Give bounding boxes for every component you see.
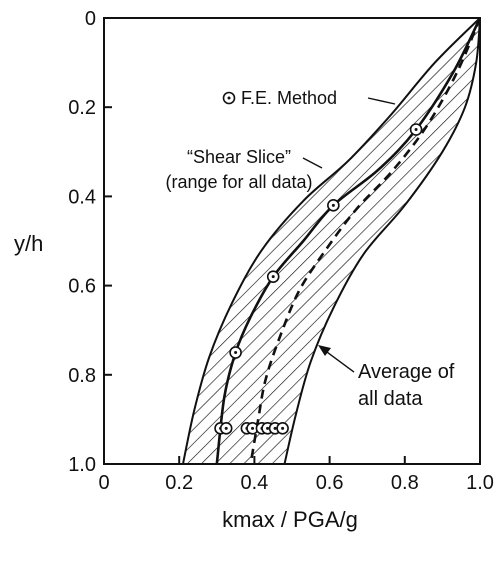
fe-method-leader — [367, 97, 396, 105]
shear-slice-annotation: “Shear Slice” (range for all data) — [165, 147, 323, 192]
x-tick-label: 1.0 — [466, 472, 494, 494]
fe-point-dot-11 — [273, 426, 277, 430]
average-leader-arrow — [318, 345, 331, 356]
fe-point-dot-4 — [234, 351, 238, 354]
series-layer: F.E. Method Average of all data — [215, 18, 480, 464]
x-tick-label: 0 — [98, 472, 109, 494]
x-tick-label: 0.4 — [240, 472, 268, 494]
shear-slice-sublabel: (range for all data) — [165, 172, 312, 192]
y-tick-label: 0.4 — [68, 186, 96, 208]
fe-point-dot-6 — [224, 426, 228, 430]
y-tick-label: 1.0 — [68, 454, 96, 476]
shear-slice-label: “Shear Slice” — [187, 147, 291, 167]
average-label: Average of — [358, 361, 455, 383]
fe-point-dot-3 — [271, 275, 275, 279]
x-tick-label: 0.8 — [391, 472, 419, 494]
fe-point-dot-12 — [281, 426, 285, 430]
y-tick-label: 0.6 — [68, 276, 96, 298]
fe-points-layer — [214, 123, 423, 435]
x-axis-title: kmax / PGA/g — [222, 507, 358, 532]
y-tick-label: 0.2 — [68, 97, 96, 119]
average-sublabel: all data — [358, 388, 423, 410]
y-ticks-layer: 0 0.2 0.4 0.6 0.8 1.0 — [68, 8, 112, 476]
shear-slice-left-boundary — [182, 18, 480, 464]
x-tick-label: 0.6 — [316, 472, 344, 494]
y-axis-title: y/h — [14, 231, 43, 256]
y-tick-label: 0 — [85, 8, 96, 30]
y-tick-label: 0.8 — [68, 365, 96, 387]
series-line-1: F.E. Method — [215, 18, 480, 464]
fe-point-dot-10 — [266, 426, 270, 430]
fe-method-label: F.E. Method — [241, 88, 337, 108]
fe-point-dot-8 — [251, 426, 255, 430]
plot-frame — [103, 17, 481, 465]
x-ticks-layer: 0 0.2 0.4 0.6 0.8 1.0 — [98, 456, 494, 494]
average-leader — [326, 351, 355, 373]
fe-point-dot-2 — [331, 203, 335, 207]
fe-method-annotation: F.E. Method — [222, 88, 396, 108]
shear-slice-right-boundary — [283, 18, 480, 464]
series-line-2: Average of all data — [249, 18, 480, 464]
fe-legend-marker-dot — [227, 96, 231, 100]
shear-slice-leader — [302, 157, 323, 169]
fe-point-dot-1 — [414, 128, 418, 131]
x-tick-label: 0.2 — [165, 472, 193, 494]
average-annotation: Average of all data — [318, 345, 455, 410]
